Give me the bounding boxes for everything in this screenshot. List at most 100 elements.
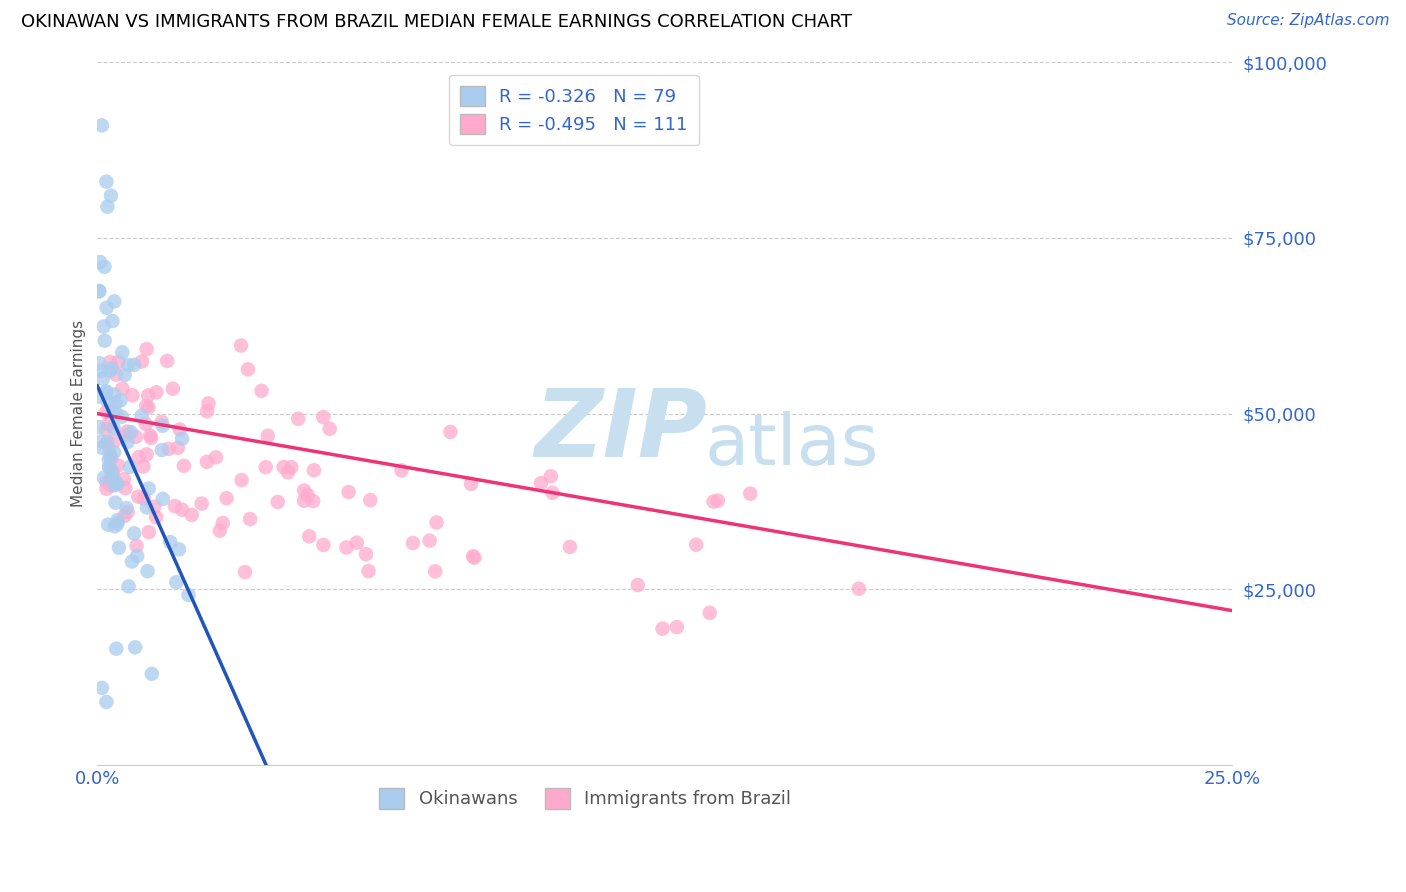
Point [319,422,342,436]
Point [104,519,127,533]
Point [707,493,730,508]
Point [135,447,157,461]
Point [354,547,377,561]
Point [98,459,121,474]
Point [96,695,118,709]
Point [100,188,122,202]
Point [100,450,122,464]
Point [150,443,173,458]
Point [90,681,112,695]
Point [108,541,131,555]
Point [540,469,562,483]
Point [101,467,124,481]
Point [117,505,139,519]
Point [141,666,163,681]
Point [125,430,148,444]
Point [135,417,157,431]
Point [195,404,218,418]
Point [96,475,118,490]
Point [98,461,121,475]
Point [530,476,553,491]
Point [96,434,118,449]
Point [90,434,112,449]
Point [104,396,127,410]
Point [359,493,381,508]
Point [848,582,870,596]
Point [127,549,149,563]
Point [740,486,762,500]
Point [167,441,190,455]
Point [197,396,219,410]
Point [229,338,252,352]
Point [292,493,315,508]
Point [128,450,150,465]
Point [250,384,273,398]
Point [90,119,112,133]
Point [132,459,155,474]
Point [136,388,159,402]
Point [91,372,114,386]
Point [138,482,160,496]
Point [195,455,218,469]
Point [145,510,167,524]
Point [335,541,357,555]
Point [152,418,174,433]
Point [136,564,159,578]
Point [103,421,125,435]
Point [90,441,112,455]
Point [357,564,380,578]
Point [651,622,673,636]
Point [312,410,335,425]
Point [111,409,134,424]
Point [287,411,309,425]
Point [107,513,129,527]
Point [346,535,368,549]
Point [127,490,149,504]
Point [101,361,124,376]
Point [215,491,238,506]
Point [114,428,136,442]
Text: ZIP: ZIP [534,385,707,477]
Point [460,476,482,491]
Point [425,565,447,579]
Point [121,388,143,402]
Point [100,451,122,466]
Point [93,260,115,274]
Text: Source: ZipAtlas.com: Source: ZipAtlas.com [1226,13,1389,29]
Point [135,500,157,515]
Point [96,437,118,451]
Y-axis label: Median Female Earnings: Median Female Earnings [72,320,86,508]
Point [145,385,167,400]
Point [439,425,461,439]
Point [103,445,125,459]
Point [103,387,125,401]
Point [89,255,111,269]
Point [105,641,128,656]
Point [98,355,121,369]
Point [312,538,335,552]
Point [96,200,118,214]
Point [103,434,125,449]
Point [463,550,485,565]
Point [97,517,120,532]
Point [114,368,136,382]
Point [107,477,129,491]
Point [107,355,129,369]
Point [96,482,118,496]
Point [98,364,121,378]
Point [122,526,145,541]
Point [104,474,127,488]
Point [122,358,145,372]
Point [256,429,278,443]
Point [211,516,233,530]
Point [208,524,231,538]
Point [120,425,142,440]
Point [105,407,128,421]
Point [117,435,139,450]
Point [254,460,277,475]
Point [173,458,195,473]
Point [302,494,325,508]
Point [105,368,128,382]
Point [96,175,118,189]
Point [267,495,290,509]
